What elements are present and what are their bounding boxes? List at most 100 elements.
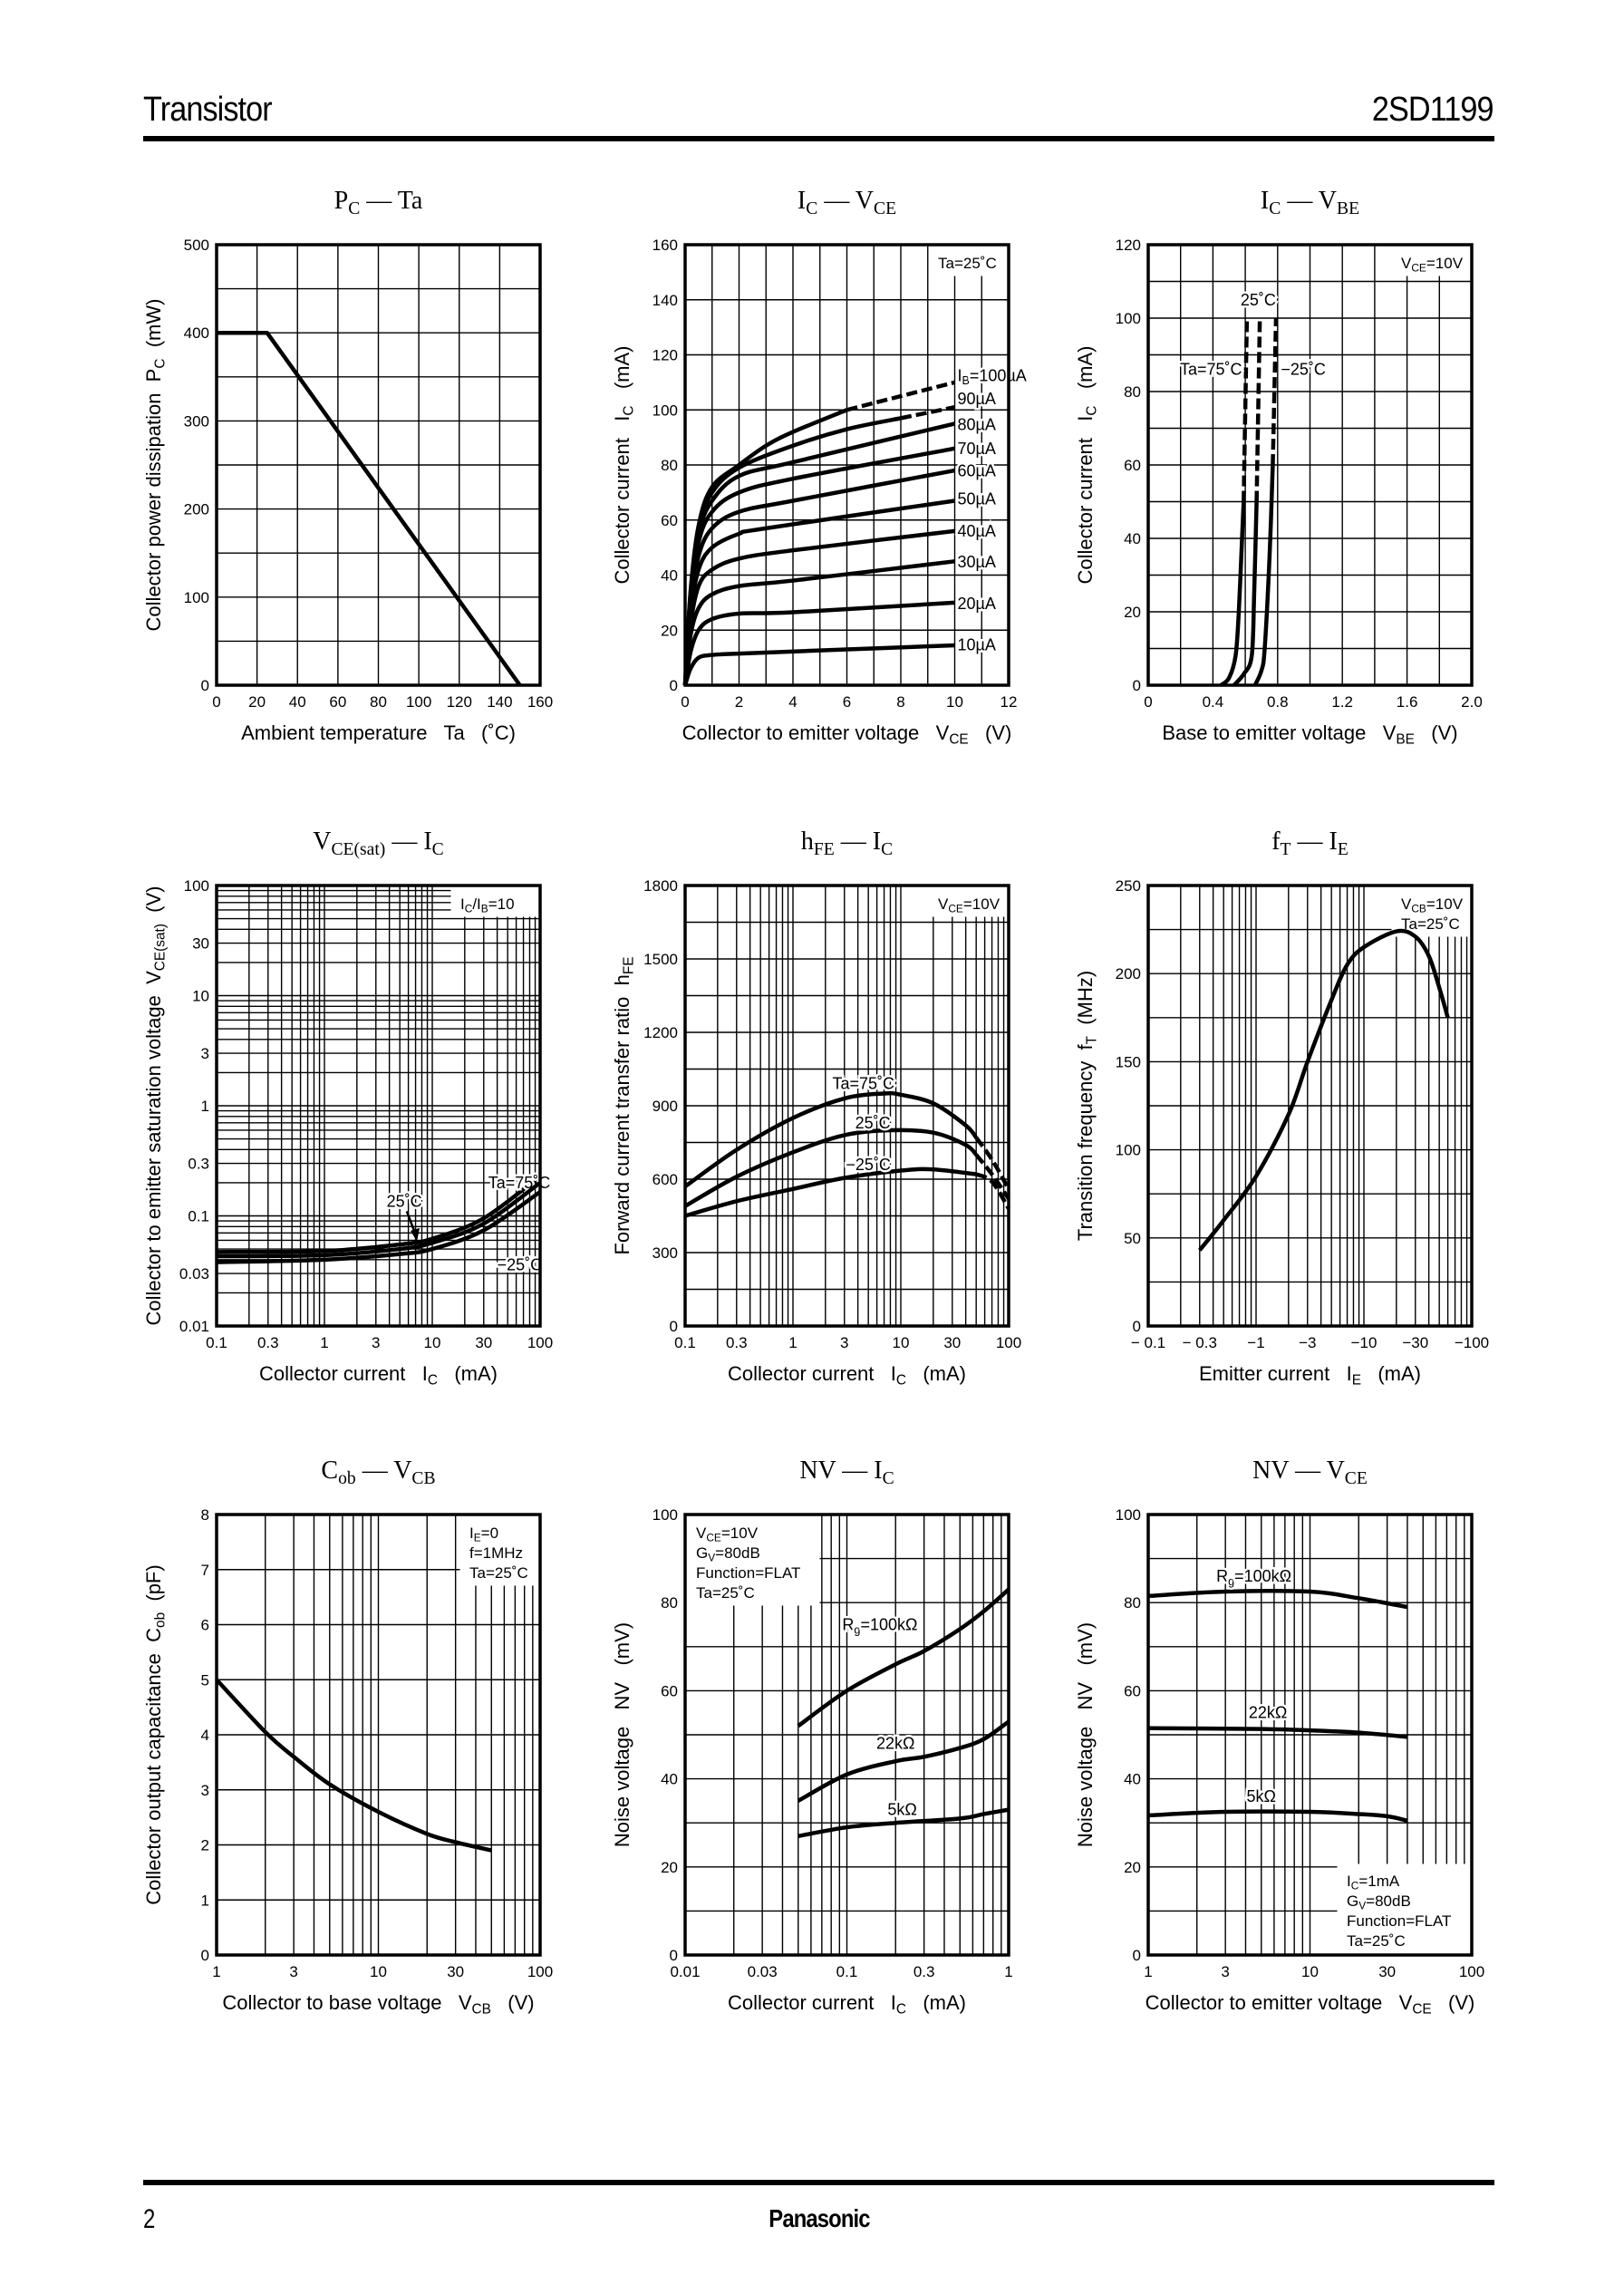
annotation-text: IC/IB=10 (460, 895, 515, 915)
x-tick-label: 0.3 (914, 1963, 935, 1980)
x-tick-label: −3 (1299, 1334, 1316, 1351)
y-tick-label: 1800 (643, 877, 678, 895)
y-tick-label: 20 (1124, 604, 1141, 621)
series-ta-75-c: Ta=75˚C (683, 1072, 1010, 1190)
x-tick-label: 0.4 (1203, 693, 1224, 711)
y-tick-label: 3 (201, 1782, 209, 1799)
x-axis-label: Collector to emitter voltage VCE (V) (682, 721, 1012, 748)
x-tick-label: 0.3 (257, 1334, 279, 1351)
x-tick-label: 10 (946, 693, 963, 711)
series-line-dashed (975, 1172, 1010, 1210)
x-axis-label: Collector current IC (mA) (728, 1362, 966, 1389)
x-tick-label: 40 (289, 693, 306, 711)
y-tick-label: 0.01 (179, 1318, 209, 1335)
y-tick-label: 1200 (643, 1024, 678, 1041)
x-tick-label: 10 (370, 1963, 387, 1980)
x-tick-label: 1.6 (1397, 693, 1418, 711)
y-tick-label: 100 (184, 877, 209, 895)
y-tick-label: 0 (201, 1947, 209, 1964)
series-5kω: 5kΩ (798, 1798, 1010, 1838)
x-tick-label: 0.03 (748, 1963, 778, 1980)
x-tick-label: 10 (1301, 1963, 1319, 1980)
annotation-text: VCE=10V (1401, 255, 1464, 275)
annotation-box (928, 246, 1008, 276)
series-rg-100kω: Rg=100kΩ (797, 1587, 1010, 1728)
x-tick-label: − 0.1 (1131, 1334, 1165, 1351)
chart-title: NV — VCE (1252, 1457, 1368, 1488)
series-rg-100kω: Rg=100kΩ (1147, 1565, 1408, 1610)
chart-1: 0 20 40 60 80 100 120 140 160 0 100 200 300 400 500 Amb… (142, 187, 553, 744)
y-tick-label: 500 (184, 237, 209, 254)
y-tick-label: 0 (670, 677, 678, 694)
header-category: Transistor (143, 91, 273, 129)
y-tick-label: 8 (201, 1506, 209, 1524)
y-tick-label: 80 (661, 1594, 678, 1612)
header-rule (143, 136, 1494, 141)
x-tick-label: −1 (1247, 1334, 1264, 1351)
series-label: Ta=75˚C (1180, 361, 1242, 379)
grid (216, 1514, 540, 1956)
series-line (797, 1719, 1010, 1803)
y-tick-label: 200 (184, 501, 209, 518)
y-tick-label: 0 (1133, 677, 1141, 694)
series-line-dashed (1242, 317, 1250, 502)
plot-frame (1146, 1513, 1474, 1957)
plot-frame (683, 1513, 1010, 1957)
chart-2: Ta=25˚C 10µA 20µA 30µA 40µA 50µA 60µA 70µA 80µA 9… (611, 187, 1029, 748)
series-line (1252, 464, 1275, 686)
series-line (1219, 501, 1246, 687)
series-line (797, 1587, 1010, 1728)
y-tick-label: 80 (661, 457, 678, 474)
arrow-head-icon (411, 1227, 420, 1242)
y-tick-label: 0 (1133, 1318, 1141, 1335)
series-line (682, 643, 955, 686)
x-tick-label: 1 (212, 1963, 220, 1980)
annotation-text: GV=80dB (696, 1544, 760, 1564)
series-label: 5kΩ (887, 1801, 916, 1819)
x-tick-label: 0.1 (836, 1963, 858, 1980)
x-tick-label: 30 (475, 1334, 492, 1351)
annotation-text: Ta=25˚C (696, 1584, 755, 1602)
annotation-text: VCE=10V (696, 1524, 759, 1544)
x-tick-label: 160 (527, 693, 553, 711)
x-axis-label: Collector current IC (mA) (259, 1362, 498, 1389)
series-line-dashed (974, 1153, 1010, 1200)
series-label: 20µA (957, 595, 995, 613)
chart-title: VCE(sat) — IC (313, 828, 444, 859)
series-label: −25˚C (1281, 361, 1326, 379)
y-tick-label: 400 (184, 324, 209, 342)
annotation-text: f=1MHz (469, 1544, 523, 1562)
series-label: 25˚C (1241, 291, 1276, 309)
series-label: Rg=100kΩ (842, 1616, 917, 1637)
x-axis-label: Ambient temperature Ta (˚C) (241, 721, 516, 744)
series-ib-100µa: IB=100µA (682, 364, 1029, 686)
y-tick-label: 80 (1124, 383, 1141, 401)
y-tick-label: 300 (652, 1244, 678, 1262)
series-25-c: 25˚C (1232, 288, 1278, 687)
chart-title: IC — VBE (1261, 187, 1359, 218)
series-line-dashed (846, 380, 956, 412)
series-25-c: −25˚C (216, 1190, 545, 1276)
plot-frame (683, 243, 1010, 687)
x-tick-label: 100 (996, 1334, 1021, 1351)
series-label: 25˚C (387, 1193, 422, 1211)
y-tick-label: 100 (652, 402, 678, 419)
x-tick-label: −10 (1351, 1334, 1378, 1351)
series-line (683, 1128, 978, 1208)
annotation-text: VCB=10V (1401, 895, 1464, 915)
series-line (216, 1174, 542, 1254)
series-label: 90µA (957, 390, 995, 408)
series-line-dashed (1254, 317, 1262, 502)
series-line (798, 1807, 1010, 1838)
y-tick-label: 120 (652, 347, 678, 364)
series-22kω: 22kΩ (1147, 1701, 1408, 1739)
y-tick-label: 20 (1124, 1859, 1141, 1876)
series-label: 5kΩ (1247, 1787, 1276, 1805)
y-tick-label: 100 (184, 589, 209, 606)
x-tick-label: −30 (1402, 1334, 1428, 1351)
x-tick-label: 0.1 (206, 1334, 227, 1351)
chart-title: fT — IE (1271, 828, 1348, 859)
